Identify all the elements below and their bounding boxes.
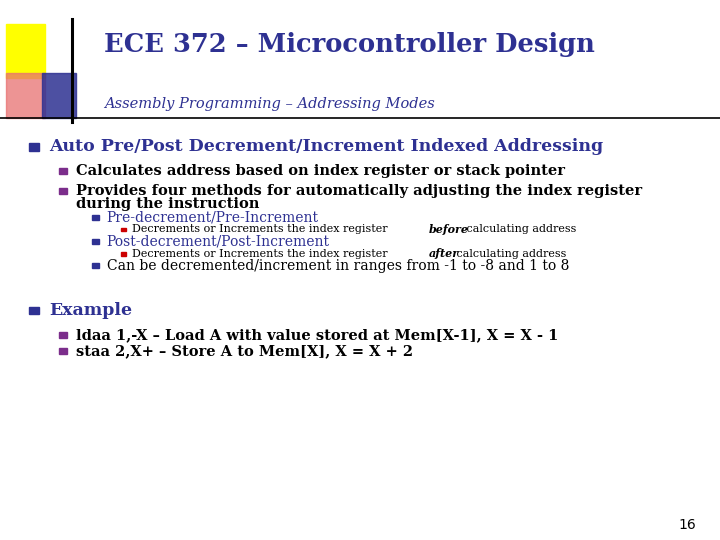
Text: Decrements or Increments the index register: Decrements or Increments the index regis… (132, 249, 392, 259)
Text: Decrements or Increments the index register: Decrements or Increments the index regis… (132, 225, 392, 234)
Bar (121, 252, 126, 255)
Text: Auto Pre/Post Decrement/Increment Indexed Addressing: Auto Pre/Post Decrement/Increment Indexe… (49, 138, 603, 156)
Text: after: after (428, 248, 459, 259)
Text: ldaa 1,-X – Load A with value stored at Mem[X-1], X = X - 1: ldaa 1,-X – Load A with value stored at … (76, 328, 559, 342)
Text: Example: Example (49, 302, 132, 319)
Text: Pre-decrement/Pre-Increment: Pre-decrement/Pre-Increment (107, 211, 318, 225)
Text: Can be decremented/increment in ranges from -1 to -8 and 1 to 8: Can be decremented/increment in ranges f… (107, 259, 569, 273)
Text: Provides four methods for automatically adjusting the index register: Provides four methods for automatically … (76, 184, 642, 198)
Text: during the instruction: during the instruction (76, 197, 260, 211)
Bar (59, 188, 67, 194)
Text: Calculates address based on index register or stack pointer: Calculates address based on index regist… (76, 164, 565, 178)
Text: staa 2,X+ – Store A to Mem[X], X = X + 2: staa 2,X+ – Store A to Mem[X], X = X + 2 (76, 344, 413, 358)
Bar (59, 332, 67, 338)
Text: Post-decrement/Post-Increment: Post-decrement/Post-Increment (107, 235, 330, 249)
Text: 16: 16 (679, 518, 696, 532)
Bar (92, 215, 99, 220)
Text: before: before (428, 224, 469, 235)
Bar (29, 143, 39, 151)
Text: ECE 372 – Microcontroller Design: ECE 372 – Microcontroller Design (104, 32, 595, 57)
Text: Assembly Programming – Addressing Modes: Assembly Programming – Addressing Modes (104, 97, 435, 111)
Bar (121, 227, 126, 231)
Bar (29, 307, 39, 314)
Bar (59, 168, 67, 174)
Bar (59, 348, 67, 354)
Bar (42, 73, 76, 118)
Bar (92, 263, 99, 268)
Bar (6, 24, 45, 78)
Text: calculating address: calculating address (463, 225, 576, 234)
Bar (6, 73, 45, 118)
Text: calculating address: calculating address (453, 249, 566, 259)
Bar (92, 239, 99, 244)
